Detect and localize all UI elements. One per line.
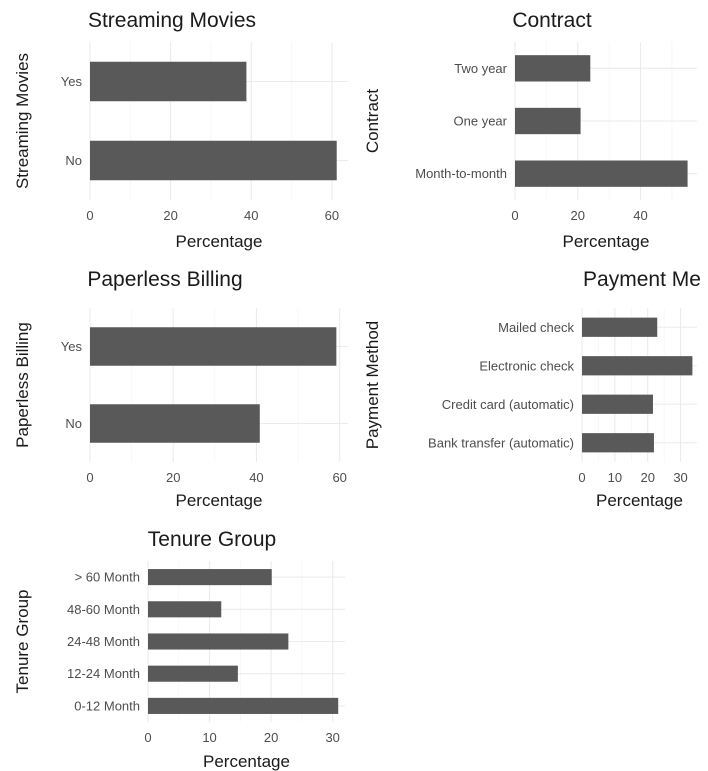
y-axis-title: Tenure Group (13, 590, 32, 694)
y-axis-title: Paperless Billing (13, 322, 32, 448)
x-tick-label: 20 (166, 470, 180, 485)
y-tick-label: Month-to-month (415, 166, 507, 181)
bar (148, 697, 339, 714)
bar (582, 394, 653, 414)
y-tick-label: 24-48 Month (67, 634, 140, 649)
bar (582, 356, 693, 376)
x-tick-label: 0 (86, 470, 93, 485)
y-tick-label: Electronic check (479, 358, 574, 373)
x-tick-label: 10 (202, 730, 216, 745)
chart-title: Payment Me (583, 268, 701, 291)
y-axis-title: Streaming Movies (13, 53, 32, 189)
bar (90, 61, 247, 102)
y-tick-label: No (65, 416, 82, 431)
chart-title: Tenure Group (148, 528, 276, 551)
y-tick-label: Two year (454, 61, 507, 76)
panel-2: 0 20 40 60 No Yes Paperless Billing Percentage P… (13, 268, 348, 510)
chart-title: Streaming Movies (88, 9, 256, 32)
x-tick-label: 0 (511, 208, 518, 223)
x-tick-label: 30 (673, 470, 687, 485)
bar (515, 107, 581, 135)
x-tick-label: 60 (325, 208, 339, 223)
panel-0: 0 20 40 60 No Yes Streaming Movies Percentage St… (13, 9, 348, 251)
x-tick-label: 0 (578, 470, 585, 485)
x-tick-label: 30 (325, 730, 339, 745)
bar (582, 317, 658, 337)
x-axis-title: Percentage (176, 491, 263, 510)
bar (148, 601, 222, 618)
y-tick-label: Mailed check (498, 320, 574, 335)
x-tick-label: 60 (332, 470, 346, 485)
bar (148, 569, 272, 586)
x-tick-label: 10 (608, 470, 622, 485)
y-axis-title: Payment Method (363, 321, 382, 450)
y-tick-label: Yes (61, 339, 83, 354)
chart-title: Paperless Billing (87, 268, 242, 291)
bar (90, 404, 260, 443)
y-tick-label: 0-12 Month (74, 698, 140, 713)
panel-3: 0 10 20 30 Bank transfer (automatic) Credit c… (363, 268, 701, 510)
bar (515, 160, 688, 187)
y-tick-label: Credit card (automatic) (442, 397, 574, 412)
bar (90, 327, 337, 366)
bar (582, 433, 654, 453)
x-axis-title: Percentage (203, 752, 290, 771)
panel-4: 0 10 20 30 0-12 Month 12-24 Month 24-48 Month 4… (13, 528, 345, 771)
chart-title: Contract (512, 9, 592, 32)
x-tick-label: 40 (244, 208, 258, 223)
bar (148, 665, 238, 682)
bar (148, 633, 289, 650)
x-tick-label: 40 (249, 470, 263, 485)
x-tick-label: 20 (640, 470, 654, 485)
y-tick-label: 48-60 Month (67, 602, 140, 617)
x-axis-title: Percentage (176, 232, 263, 251)
x-tick-label: 20 (163, 208, 177, 223)
x-tick-label: 20 (571, 208, 585, 223)
x-tick-label: 20 (264, 730, 278, 745)
panel-1: 0 20 40 Month-to-month One year Two year Contr… (363, 9, 697, 251)
y-tick-label: Bank transfer (automatic) (428, 435, 574, 450)
y-axis-title: Contract (363, 89, 382, 154)
bar (515, 55, 591, 82)
y-tick-label: Yes (61, 74, 83, 89)
x-axis-title: Percentage (596, 491, 683, 510)
x-axis-title: Percentage (563, 232, 650, 251)
y-tick-label: 12-24 Month (67, 666, 140, 681)
x-tick-label: 0 (144, 730, 151, 745)
y-tick-label: > 60 Month (75, 570, 140, 585)
x-tick-label: 0 (86, 208, 93, 223)
y-tick-label: No (65, 153, 82, 168)
bar (90, 140, 337, 181)
y-tick-label: One year (454, 114, 508, 129)
x-tick-label: 40 (633, 208, 647, 223)
